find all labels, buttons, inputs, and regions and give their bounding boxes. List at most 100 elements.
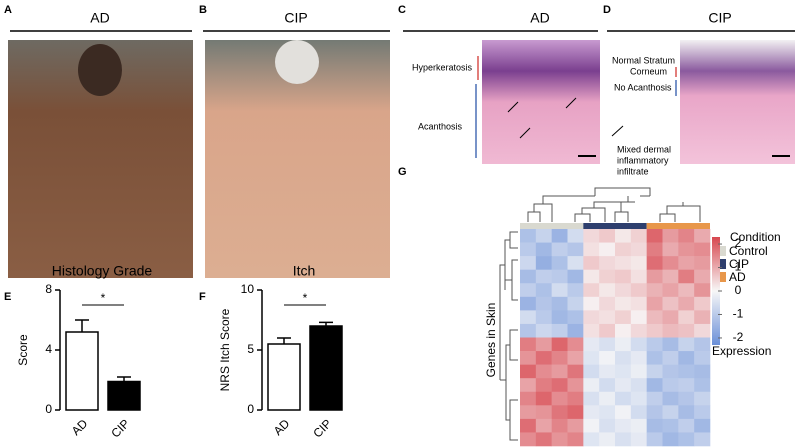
annotation: Hyperkeratosis	[412, 62, 473, 72]
heatmap-cell	[646, 310, 663, 325]
legend-title: Condition	[730, 230, 781, 244]
arrow	[611, 125, 624, 137]
heatmap-cell	[551, 391, 568, 406]
significance: *	[101, 291, 106, 305]
heatmap-cell	[646, 242, 663, 257]
heatmap-cell	[646, 296, 663, 311]
heatmap-cell	[520, 229, 537, 243]
heatmap-cell	[615, 269, 632, 284]
heatmap-cell	[646, 391, 663, 406]
heatmap-cell	[583, 337, 600, 352]
panel-title: CIP	[284, 10, 307, 26]
heatmap-cell	[567, 432, 584, 447]
bar	[65, 331, 99, 411]
heatmap-cell	[646, 351, 663, 365]
heatmap-cell	[630, 296, 647, 311]
heatmap-cell	[520, 283, 537, 298]
condition-bar	[646, 223, 710, 229]
heatmap-cell	[567, 364, 584, 379]
y-axis-label: NRS Itch Score	[218, 308, 232, 391]
heatmap-cell	[535, 432, 552, 447]
heatmap-cell	[520, 242, 537, 257]
heatmap-cell	[583, 256, 600, 270]
bar	[107, 380, 141, 411]
heatmap-cell	[535, 242, 552, 257]
heatmap-cell	[615, 337, 632, 352]
heatmap-cell	[630, 391, 647, 406]
heatmap-cell	[662, 229, 679, 243]
condition-bar	[583, 223, 647, 229]
colorbar-label: Expression	[712, 344, 771, 358]
heatmap-cell	[599, 337, 616, 352]
bar	[267, 343, 301, 411]
heatmap-cell	[630, 364, 647, 379]
heatmap-cell	[599, 283, 616, 298]
heatmap-cell	[520, 364, 537, 379]
annotation: Normal Stratum	[612, 55, 675, 65]
heatmap-cell	[678, 364, 695, 379]
bar	[309, 325, 343, 411]
heatmap-cell	[630, 283, 647, 298]
chart-title: Histology Grade	[52, 263, 153, 279]
heatmap-cell	[583, 432, 600, 447]
heatmap-cell	[694, 405, 711, 420]
annotation: Acanthosis	[418, 121, 463, 131]
annotation: infiltrate	[617, 166, 649, 176]
condition-bar	[520, 223, 584, 229]
heatmap-cell	[694, 242, 711, 257]
heatmap-cell	[678, 296, 695, 311]
error-bar	[319, 321, 333, 326]
heatmap-cell	[567, 391, 584, 406]
heatmap-cell	[567, 405, 584, 420]
heatmap-cell	[535, 229, 552, 243]
x-tick-label: CIP	[310, 416, 334, 440]
heatmap-cell	[520, 432, 537, 447]
heatmap-cell	[615, 351, 632, 365]
heatmap-cell	[662, 256, 679, 270]
heatmap-cell	[583, 364, 600, 379]
heatmap-cell	[678, 310, 695, 325]
heatmap-cell	[646, 418, 663, 433]
panel-title: AD	[90, 10, 109, 26]
y-tick-label: 5	[247, 342, 254, 356]
heatmap-cell	[630, 269, 647, 284]
panel-label: D	[603, 4, 611, 16]
heatmap-cell	[520, 296, 537, 311]
heatmap-cell	[694, 269, 711, 284]
error-bar	[117, 376, 131, 382]
heatmap-cell	[630, 323, 647, 338]
heatmap-cell	[678, 283, 695, 298]
error-bar	[277, 337, 291, 344]
panel-label: E	[4, 291, 11, 303]
heatmap-cell	[615, 283, 632, 298]
heatmap-cell	[630, 405, 647, 420]
heatmap-cell	[551, 242, 568, 257]
heatmap-cell	[694, 337, 711, 352]
heatmap-cell	[583, 391, 600, 406]
x-tick-label: AD	[69, 416, 91, 438]
heatmap-cell	[520, 351, 537, 365]
heatmap-cell	[694, 256, 711, 270]
photo-detail	[275, 40, 319, 84]
y-tick-label: 0	[45, 402, 52, 416]
panel-label: F	[199, 291, 206, 303]
heatmap-cell	[520, 256, 537, 270]
heatmap-cell	[599, 323, 616, 338]
error-bar	[75, 319, 89, 332]
heatmap-cell	[551, 229, 568, 243]
heatmap-cell	[551, 418, 568, 433]
heatmap-cell	[583, 269, 600, 284]
heatmap-cell	[678, 269, 695, 284]
heatmap-cell	[599, 378, 616, 393]
heatmap-cell	[567, 242, 584, 257]
heatmap-cell	[535, 418, 552, 433]
heatmap-cell	[646, 269, 663, 284]
heatmap-cell	[615, 296, 632, 311]
heatmap-cell	[678, 391, 695, 406]
heatmap-cell	[599, 351, 616, 365]
heatmap-cell	[535, 256, 552, 270]
heatmap-cell	[678, 256, 695, 270]
annotation: inflammatory	[617, 155, 669, 165]
heatmap-cell	[615, 256, 632, 270]
heatmap-cell	[551, 351, 568, 365]
